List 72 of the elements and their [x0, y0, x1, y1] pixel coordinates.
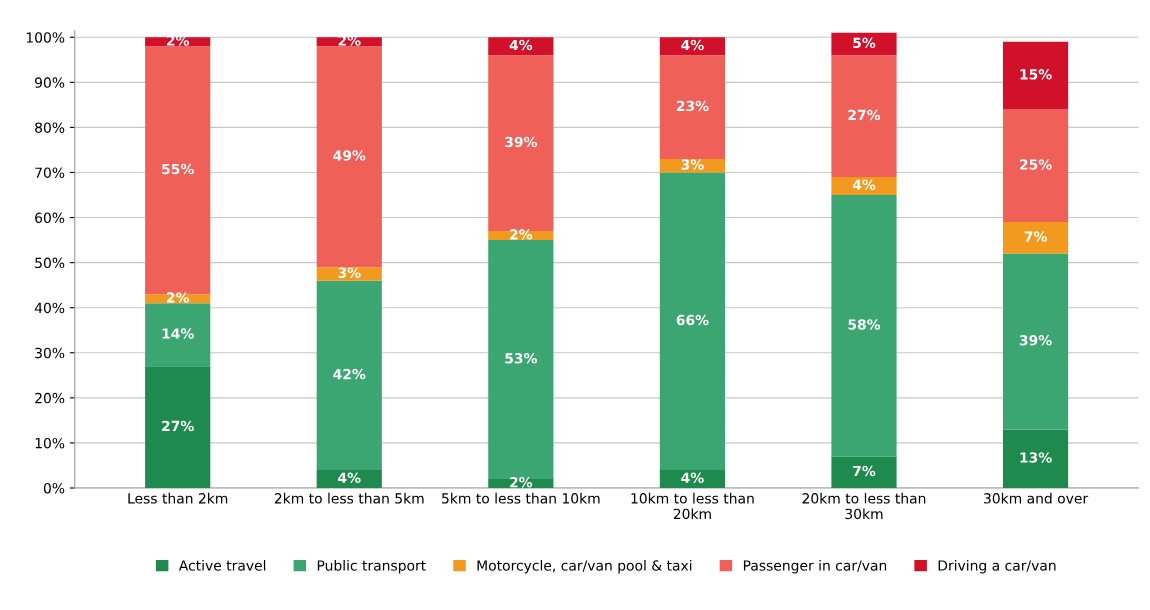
- legend-label: Motorcycle, car/van pool & taxi: [477, 559, 692, 574]
- data-label: 15%: [1020, 69, 1052, 80]
- data-label: 66%: [676, 314, 709, 326]
- bar: [1002, 41, 1069, 110]
- data-label: 4%: [852, 179, 876, 191]
- data-label: 42%: [333, 368, 366, 380]
- x-tick-label: Less than 2km: [128, 492, 228, 504]
- data-label: 25%: [1020, 159, 1052, 170]
- data-label: 23%: [676, 100, 709, 112]
- data-label: 39%: [1019, 335, 1052, 346]
- legend-label: Public transport: [317, 559, 426, 574]
- bar: [659, 172, 726, 470]
- bar: [831, 456, 897, 488]
- bar: [831, 195, 897, 457]
- bar: [1002, 429, 1069, 488]
- y-tick-label: 60%: [35, 212, 65, 224]
- x-tick-label: 2km to less than 5km: [274, 492, 424, 504]
- y-tick-label: 50%: [35, 257, 65, 269]
- data-label: 55%: [162, 163, 194, 175]
- data-label: 2%: [510, 477, 533, 488]
- data-label: 27%: [848, 109, 881, 121]
- y-tick-label: 100%: [26, 32, 65, 43]
- data-label: 49%: [333, 150, 366, 161]
- bar: [145, 366, 211, 488]
- bar: [1002, 253, 1069, 430]
- data-label: 7%: [853, 465, 876, 477]
- bar: [1002, 109, 1069, 223]
- data-label: 2%: [167, 292, 190, 303]
- data-label: 27%: [162, 420, 194, 432]
- data-label: 53%: [505, 353, 538, 364]
- data-label: 3%: [681, 159, 704, 170]
- bar: [831, 55, 897, 177]
- x-tick-label: 5km to less than 10km: [442, 492, 600, 504]
- bar: [316, 469, 382, 488]
- data-label: 4%: [681, 472, 704, 484]
- bar: [659, 469, 726, 488]
- legend-label: Driving a car/van: [938, 559, 1056, 574]
- data-label: 14%: [162, 328, 194, 339]
- y-tick-label: 0%: [43, 482, 65, 494]
- bar: [488, 240, 554, 479]
- data-label: 3%: [338, 267, 361, 278]
- bar: [1002, 222, 1069, 254]
- bar: [659, 37, 726, 56]
- bar: [316, 267, 382, 281]
- x-tick-label: 20km to less than 30km: [802, 492, 926, 520]
- bar: [145, 303, 211, 367]
- bar: [488, 37, 554, 56]
- y-tick-label: 20%: [35, 392, 65, 404]
- y-tick-label: 80%: [35, 122, 65, 133]
- x-tick-label: 10km to less than 20km: [631, 492, 754, 520]
- bar: [659, 55, 726, 159]
- data-label: 4%: [509, 39, 533, 51]
- data-label: 39%: [505, 136, 538, 148]
- data-label: 2%: [510, 229, 533, 240]
- y-tick-label: 10%: [35, 437, 65, 449]
- legend-label: Active travel: [178, 559, 266, 571]
- data-label: 58%: [848, 319, 881, 330]
- legend-label: Passenger in car/van: [743, 559, 887, 574]
- data-label: 4%: [681, 39, 704, 51]
- x-tick-label: 30km and over: [984, 492, 1089, 504]
- data-label: 5%: [853, 37, 876, 49]
- data-label: 4%: [338, 472, 361, 484]
- data-label: 7%: [1024, 231, 1047, 242]
- y-tick-label: 40%: [34, 302, 65, 314]
- bar: [831, 176, 897, 196]
- data-label: 13%: [1020, 452, 1052, 463]
- y-tick-label: 30%: [35, 347, 65, 359]
- bar: [316, 280, 382, 470]
- bar: [316, 46, 382, 268]
- bar: [831, 32, 897, 56]
- y-tick-label: 70%: [35, 167, 65, 178]
- y-tick-label: 90%: [35, 77, 65, 88]
